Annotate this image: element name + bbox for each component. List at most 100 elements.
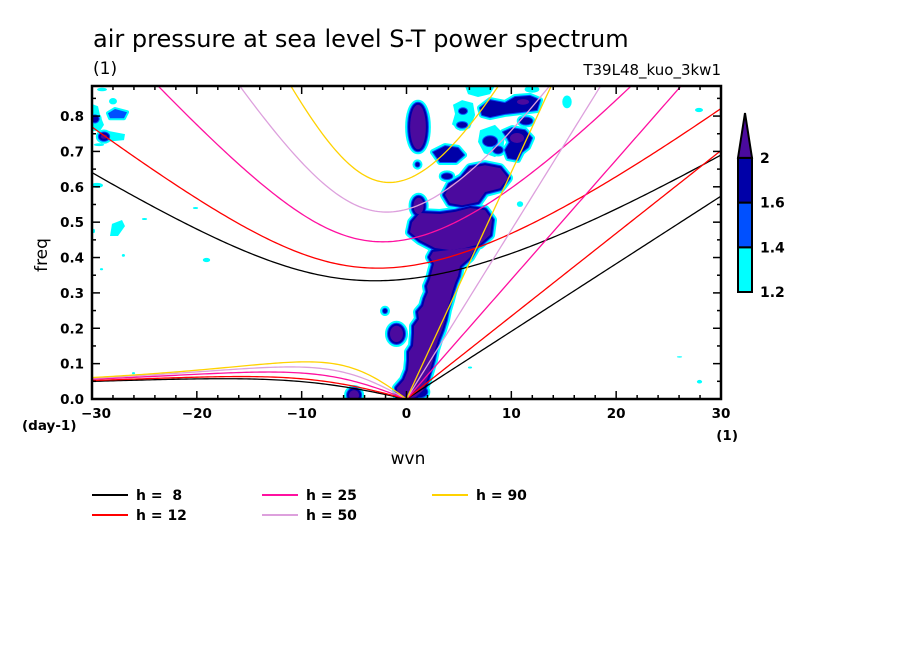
inertia-gravity-n1-curve-h50 (238, 86, 551, 213)
contour-region-39-level-1.2 (141, 217, 148, 221)
contour-field (92, 86, 703, 399)
y-tick-label: 0.7 (60, 144, 84, 160)
y-tick-labels: 0.0 0.1 0.2 0.3 0.4 0.5 0.6 0.7 0.8 (60, 109, 84, 408)
legend: h = 8 h = 12 h = 25 h = 50 h = 90 (92, 488, 527, 524)
x-tick-label: −20 (182, 406, 212, 422)
contour-region-15-level-1.6 (383, 308, 387, 314)
contour-region-14-level-2 (390, 325, 403, 343)
contour-region-1-level-2 (410, 208, 492, 251)
y-tick-label: 0.3 (60, 286, 84, 302)
y-tick-label: 0.5 (60, 215, 84, 231)
y-units-label: (day-1) (22, 418, 77, 434)
contour-region-20-level-2 (509, 133, 525, 143)
colorbar-label: 1.4 (760, 240, 785, 256)
contour-region-44-level-1.2 (99, 268, 104, 271)
y-tick-label: 0.0 (60, 392, 84, 408)
legend-label: h = 8 (136, 488, 182, 504)
contour-region-23-level-1.6 (457, 122, 468, 128)
chart-title: air pressure at sea level S-T power spec… (93, 25, 629, 53)
y-axis-label: freq (32, 238, 52, 272)
contour-region-12-level-1.2 (110, 220, 125, 236)
contour-region-33-level-1.2 (96, 87, 108, 92)
legend-label: h = 12 (136, 508, 187, 524)
legend-item-h90: h = 90 (432, 488, 527, 504)
contour-region-17-level-1.6 (415, 162, 420, 167)
rossby-n1-curve-h12 (92, 375, 407, 399)
rossby-n1-curve-h50 (92, 366, 407, 399)
legend-label: h = 90 (476, 488, 527, 504)
contour-region-24-level-1.6 (441, 173, 453, 180)
x-tick-label: 10 (502, 406, 521, 422)
contour-region-46-level-1.2 (695, 107, 703, 113)
colorbar-label: 2 (760, 151, 770, 167)
units-label: (1) (93, 59, 117, 79)
x-tick-label: 30 (712, 406, 731, 422)
inertia-gravity-n1-curve-h8 (92, 154, 721, 282)
legend-item-h8: h = 8 (92, 488, 182, 504)
colorbar-segment-1.6-2 (737, 156, 753, 204)
contour-region-27-level-1.6 (506, 150, 518, 158)
rossby-n1-curve-h25 (92, 371, 407, 399)
kelvin-curve-h12 (406, 150, 721, 399)
y-tick-label: 0.8 (60, 109, 84, 125)
x-tick-label: 0 (402, 406, 411, 422)
rossby-n1-curve-h90 (92, 361, 407, 399)
legend-item-h25: h = 25 (262, 488, 357, 504)
kelvin-curve-h50 (405, 86, 602, 399)
x-tick-labels: −30 −20 −10 0 10 20 30 (81, 406, 730, 422)
contour-region-40-level-1.2 (192, 206, 199, 210)
colorbar-segment-1.2-1.4 (737, 246, 753, 294)
contour-region-48-level-1.2 (696, 379, 703, 384)
legend-label: h = 50 (306, 508, 357, 524)
contour-region-18-level-2 (413, 197, 424, 215)
contour-region-43-level-1.2 (131, 372, 136, 375)
y-tick-label: 0.1 (60, 357, 84, 373)
contour-region-9-level-1.4 (108, 109, 127, 119)
legend-item-h12: h = 12 (92, 508, 187, 524)
inertia-gravity-n1-curve-h90 (290, 86, 500, 184)
inertia-gravity-n1-curve-h25 (157, 86, 633, 243)
y-tick-label: 0.2 (60, 321, 84, 337)
contour-region-13-level-2 (410, 104, 426, 150)
inertia-gravity-n1-curve-h12 (92, 107, 721, 269)
contour-region-31-level-1.2 (516, 201, 524, 207)
contour-region-21-level-1.6 (483, 136, 498, 147)
legend-label: h = 25 (306, 488, 357, 504)
dispersion-curves (92, 86, 721, 399)
contour-region-7-level-1.6 (433, 146, 465, 162)
y-tick-label: 0.6 (60, 180, 84, 196)
contour-region-35-level-1.6 (92, 115, 99, 123)
colorbar-segment-1.4-1.6 (737, 201, 753, 249)
contour-region-19-level-2 (517, 99, 529, 105)
colorbar-label: 1.6 (760, 196, 785, 212)
legend-item-h50: h = 50 (262, 508, 357, 524)
contour-region-36-level-2 (100, 134, 108, 139)
kelvin-curve-h90 (405, 86, 552, 399)
contour-region-32-level-1.2 (467, 366, 473, 369)
contour-region-2-level-2 (445, 165, 508, 206)
contour-region-22-level-1.6 (459, 108, 467, 114)
x-units-label: (1) (716, 428, 738, 444)
colorbar-extend-max-triangle (736, 112, 754, 159)
contour-region-26-level-1.6 (493, 146, 503, 154)
contour-region-34-level-1.2 (109, 98, 117, 105)
contour-region-0-level-2 (397, 246, 476, 399)
contour-region-37-level-1.2 (93, 143, 105, 147)
plot-frame (90, 84, 723, 401)
y-tick-label: 0.4 (60, 251, 84, 267)
contour-region-30-level-1.2 (562, 95, 572, 109)
colorbar-label: 1.2 (760, 285, 785, 301)
contour-region-16-level-2 (349, 390, 360, 399)
run-label: T39L48_kuo_3kw1 (582, 61, 721, 80)
contour-region-42-level-1.2 (121, 253, 125, 257)
colorbar: 1.2 1.4 1.6 2 (736, 112, 785, 301)
x-axis-label: wvn (391, 449, 426, 469)
contour-region-8-level-1.2 (465, 86, 495, 97)
kelvin-curve-h25 (406, 86, 682, 399)
contour-region-25-level-1.6 (519, 117, 533, 125)
rossby-n1-curve-h8 (92, 378, 407, 399)
x-tick-label: −30 (81, 406, 111, 422)
contour-region-47-level-1.2 (676, 356, 683, 358)
contour-region-41-level-1.2 (202, 257, 211, 263)
